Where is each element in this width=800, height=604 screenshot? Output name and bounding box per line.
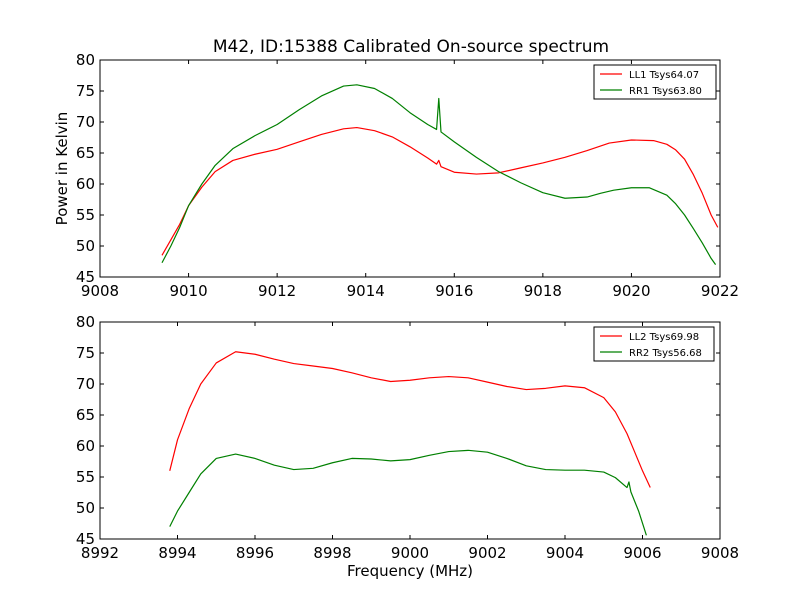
chart-title: M42, ID:15388 Calibrated On-source spect…: [213, 37, 609, 57]
y-tick-label: 50: [76, 237, 95, 255]
y-tick-label: 45: [76, 268, 95, 286]
x-tick-label: 9018: [524, 282, 562, 300]
chart-panel-2: 8992 8994 8996 8998 9000 9002 9004 9006 9008 45 50…: [76, 313, 739, 580]
y-tick-label: 55: [76, 206, 95, 224]
y-tick-label: 70: [76, 375, 95, 393]
legend-label: LL2 Tsys69.98: [629, 332, 699, 343]
legend-box: [593, 64, 717, 100]
y-tick-label: 45: [76, 530, 95, 548]
x-tick-label: 9010: [169, 282, 207, 300]
x-tick-label: 9012: [258, 282, 296, 300]
x-tick-label: 8994: [158, 544, 196, 562]
x-tick-label: 9004: [546, 544, 584, 562]
legend-label: RR1 Tsys63.80: [629, 86, 702, 97]
x-tick-label: 9006: [623, 544, 661, 562]
x-tick-label: 8998: [313, 544, 351, 562]
y-tick-label: 60: [76, 175, 95, 193]
y-tick-label: 80: [76, 51, 95, 69]
y-tick-label: 50: [76, 499, 95, 517]
chart-panel-1: 9008 9010 9012 9014 9016 9018 9020 9022 45 50 55 60…: [53, 51, 739, 300]
y-tick-label: 75: [76, 344, 95, 362]
x-axis-label: Frequency (MHz): [347, 562, 473, 580]
legend-label: RR2 Tsys56.68: [629, 348, 702, 359]
y-tick-label: 65: [76, 406, 95, 424]
legend-label: LL1 Tsys64.07: [629, 70, 699, 81]
y-tick-label: 65: [76, 144, 95, 162]
y-tick-label: 70: [76, 113, 95, 131]
series-line-1: [161, 126, 719, 256]
legend: LL2 Tsys69.98 RR2 Tsys56.68: [593, 326, 715, 362]
series-line-2: [169, 449, 647, 536]
x-tick-label: 9000: [391, 544, 429, 562]
x-tick-label: 8996: [236, 544, 274, 562]
series-line-2: [161, 84, 717, 265]
x-tick-label: 8992: [81, 544, 119, 562]
x-tick-label: 9016: [435, 282, 473, 300]
y-tick-label: 80: [76, 313, 95, 331]
x-tick-label: 9014: [347, 282, 385, 300]
legend: LL1 Tsys64.07 RR1 Tsys63.80: [593, 64, 717, 100]
x-tick-label: 9002: [468, 544, 506, 562]
y-tick-label: 75: [76, 82, 95, 100]
y-tick-label: 60: [76, 437, 95, 455]
x-tick-label: 9022: [701, 282, 739, 300]
y-tick-label: 55: [76, 468, 95, 486]
legend-box: [593, 326, 715, 362]
plot-frame: [99, 59, 721, 278]
x-tick-label: 9008: [81, 282, 119, 300]
y-axis-label: Power in Kelvin: [53, 112, 71, 226]
x-tick-label: 9008: [701, 544, 739, 562]
x-tick-label: 9020: [612, 282, 650, 300]
series-line-1: [169, 351, 651, 488]
